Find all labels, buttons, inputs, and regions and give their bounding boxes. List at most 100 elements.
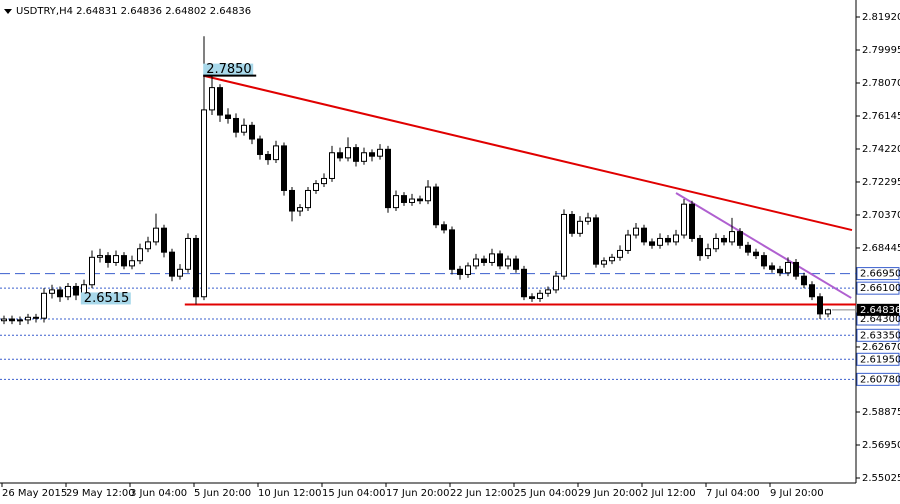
- level-label: 2.63350: [860, 330, 900, 341]
- candle-body: [33, 316, 39, 319]
- candle-body: [305, 189, 311, 209]
- level-label-box: [856, 328, 900, 342]
- level-label-box: [856, 372, 900, 386]
- candle-body: [329, 152, 335, 179]
- x-tick-label: 9 Jul 20:00: [770, 488, 824, 499]
- candle-body: [385, 148, 391, 209]
- candle-body: [281, 145, 287, 191]
- candle-body: [769, 265, 775, 270]
- candle-body: [753, 251, 759, 257]
- candle-body: [569, 213, 575, 234]
- annotation-box: [80, 292, 131, 305]
- candle-body: [617, 249, 623, 258]
- candle-body: [345, 147, 351, 159]
- x-tick-label: 2 Jul 12:00: [642, 488, 696, 499]
- candle-body: [249, 124, 255, 140]
- candle-body: [361, 152, 367, 162]
- candle-body: [761, 255, 767, 267]
- menu-arrow[interactable]: [4, 9, 12, 14]
- x-tick-label: 29 May 12:00: [66, 488, 135, 499]
- y-tick-label: 2.56950: [862, 440, 900, 451]
- candle-body: [121, 255, 127, 267]
- candle-body: [561, 213, 567, 277]
- candle-body: [273, 145, 279, 161]
- y-tick-label: 2.70370: [862, 210, 900, 221]
- candle-body: [681, 203, 687, 236]
- candle-body: [513, 258, 519, 270]
- y-tick-label: 2.68445: [862, 243, 900, 254]
- candle-body: [489, 253, 495, 263]
- candle-body: [129, 260, 135, 267]
- candle-body: [57, 289, 63, 298]
- x-tick-label: 5 Jun 20:00: [194, 488, 251, 499]
- x-tick-label: 7 Jul 04:00: [706, 488, 760, 499]
- candle-body: [673, 234, 679, 243]
- candle-body: [169, 251, 175, 277]
- candle-body: [529, 296, 535, 299]
- x-tick-label: 17 Jun 20:00: [386, 488, 450, 499]
- candle-body: [601, 260, 607, 265]
- candle-body: [737, 231, 743, 246]
- candle-body: [209, 87, 215, 111]
- level-label: 2.61950: [860, 354, 900, 365]
- candle-body: [297, 207, 303, 212]
- candle-body: [689, 203, 695, 239]
- candle-body: [793, 261, 799, 277]
- candle-body: [657, 237, 663, 246]
- candle-body: [809, 284, 815, 298]
- candle-body: [537, 292, 543, 299]
- candle-body: [777, 268, 783, 274]
- y-tick-label: 2.62670: [862, 342, 900, 353]
- candle-body: [633, 227, 639, 236]
- candle-body: [193, 237, 199, 298]
- level-label-box: [856, 267, 900, 281]
- candle-body: [89, 256, 95, 286]
- candle-body: [137, 248, 143, 262]
- y-tick-label: 2.74220: [862, 144, 900, 155]
- candle-body: [553, 275, 559, 291]
- candle-body: [465, 265, 471, 275]
- candle-body: [401, 195, 407, 203]
- x-tick-label: 15 Jun 04:00: [322, 488, 386, 499]
- candle-body: [289, 189, 295, 212]
- y-tick-label: 2.58875: [862, 407, 900, 418]
- level-label-box: [856, 352, 900, 366]
- annotation-box: [203, 63, 254, 76]
- candle-body: [521, 268, 527, 298]
- candle-body: [545, 289, 551, 294]
- candle-body: [177, 268, 183, 277]
- candle-body: [65, 285, 71, 298]
- level-label: 2.66100: [860, 283, 900, 294]
- candle-body: [265, 153, 271, 161]
- candle-body: [185, 237, 191, 270]
- candle-body: [785, 261, 791, 274]
- candle-body: [697, 237, 703, 257]
- x-tick-label: 22 Jun 12:00: [450, 488, 514, 499]
- candle-body: [225, 114, 231, 119]
- candle-body: [217, 87, 223, 116]
- candle-body: [161, 227, 167, 253]
- candle-body: [49, 289, 55, 294]
- annotation-text: 2.7850: [206, 62, 252, 77]
- level-label-box: [856, 281, 900, 295]
- candle-body: [145, 241, 151, 250]
- candle-body: [473, 258, 479, 267]
- candle-body: [257, 138, 263, 155]
- candle-body: [481, 258, 487, 263]
- candle-body: [73, 285, 79, 296]
- candle-body: [721, 237, 727, 243]
- y-tick-label: 2.72295: [862, 177, 900, 188]
- candle-body: [369, 152, 375, 157]
- trendline: [202, 74, 853, 232]
- candle-body: [433, 186, 439, 226]
- level-label: 2.66950: [860, 269, 900, 280]
- candle-body: [649, 241, 655, 246]
- current-price-box: [857, 303, 899, 316]
- candle-body: [9, 318, 15, 322]
- y-tick-label: 2.76145: [862, 111, 900, 122]
- candle-body: [313, 183, 319, 191]
- candle-body: [585, 217, 591, 222]
- candle-body: [713, 237, 719, 250]
- candle-body: [425, 186, 431, 202]
